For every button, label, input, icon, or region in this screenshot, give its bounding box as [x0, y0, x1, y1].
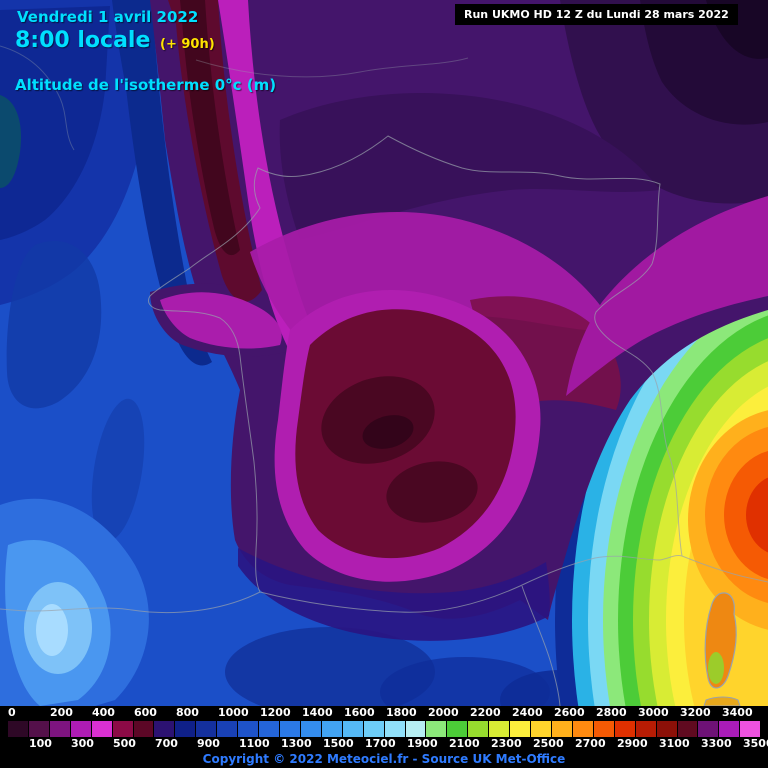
- legend-swatch: [740, 721, 761, 737]
- legend-label: 3400: [722, 706, 753, 719]
- legend-label: 2500: [533, 737, 564, 750]
- legend-swatch: [342, 721, 364, 737]
- forecast-offset: (+ 90h): [160, 37, 215, 52]
- legend-label: 2100: [449, 737, 480, 750]
- legend-label: 2400: [512, 706, 543, 719]
- legend-label: 1900: [407, 737, 438, 750]
- legend-label: 300: [71, 737, 94, 750]
- legend-swatch: [614, 721, 636, 737]
- legend-swatch: [572, 721, 594, 737]
- legend-label: 2300: [491, 737, 522, 750]
- legend-label: 2600: [554, 706, 585, 719]
- legend-label: 2900: [617, 737, 648, 750]
- legend-swatch: [531, 721, 552, 737]
- legend-label: 500: [113, 737, 136, 750]
- legend-label: 2800: [596, 706, 627, 719]
- color-scale-legend: 0 200 400 600 800 1000 1200 1400 1600 1800 2000 220…: [0, 706, 768, 768]
- legend-label: 1400: [302, 706, 333, 719]
- legend-swatch: [468, 721, 490, 737]
- legend-label: 600: [134, 706, 157, 719]
- legend-swatch: [8, 721, 29, 737]
- legend-swatch: [28, 721, 50, 737]
- legend-swatch: [196, 721, 218, 737]
- legend-swatches: [8, 721, 761, 737]
- legend-label: 1700: [365, 737, 396, 750]
- legend-label: 3500: [743, 737, 768, 750]
- legend-label: 400: [92, 706, 115, 719]
- legend-swatch: [635, 721, 657, 737]
- legend-swatch: [112, 721, 134, 737]
- legend-swatch: [405, 721, 427, 737]
- legend-label: 100: [29, 737, 52, 750]
- legend-swatch: [321, 721, 343, 737]
- legend-swatch: [489, 721, 511, 737]
- legend-swatch: [698, 721, 720, 737]
- legend-swatch: [133, 721, 155, 737]
- weather-map: [0, 0, 768, 706]
- model-run-info: Run UKMO HD 12 Z du Lundi 28 mars 2022: [455, 4, 738, 25]
- legend-label: 1000: [218, 706, 249, 719]
- map-parameter-title: Altitude de l'isotherme 0°c (m): [15, 76, 277, 94]
- copyright-text: Copyright © 2022 Meteociel.fr - Source U…: [202, 752, 566, 766]
- legend-label: 2700: [575, 737, 606, 750]
- legend-swatch: [677, 721, 699, 737]
- legend-swatch: [259, 721, 280, 737]
- legend-swatch: [384, 721, 406, 737]
- legend-label: 1500: [323, 737, 354, 750]
- legend-swatch: [593, 721, 615, 737]
- legend-label: 1100: [239, 737, 270, 750]
- map-date: Vendredi 1 avril 2022: [17, 8, 199, 26]
- legend-swatch: [91, 721, 113, 737]
- legend-swatch: [426, 721, 448, 737]
- legend-label: 3100: [659, 737, 690, 750]
- legend-swatch: [217, 721, 239, 737]
- legend-label: 3200: [680, 706, 711, 719]
- legend-label: 200: [50, 706, 73, 719]
- legend-swatch: [154, 721, 176, 737]
- legend-label: 1800: [386, 706, 417, 719]
- legend-swatch: [49, 721, 71, 737]
- legend-label: 1200: [260, 706, 291, 719]
- legend-label: 2000: [428, 706, 459, 719]
- legend-swatch: [719, 721, 741, 737]
- legend-swatch: [175, 721, 197, 737]
- legend-bottom-labels: 100 300 500 700 900 1100 1300 1500 1700 1900 2100 2…: [0, 737, 768, 751]
- legend-label: 3000: [638, 706, 669, 719]
- legend-swatch: [238, 721, 260, 737]
- legend-label: 0: [8, 706, 16, 719]
- legend-label: 1300: [281, 737, 312, 750]
- legend-label: 2200: [470, 706, 501, 719]
- map-time: 8:00 locale: [15, 28, 151, 53]
- legend-label: 1600: [344, 706, 375, 719]
- legend-swatch: [363, 721, 385, 737]
- legend-swatch: [447, 721, 469, 737]
- legend-label: 900: [197, 737, 220, 750]
- legend-swatch: [551, 721, 573, 737]
- legend-swatch: [656, 721, 678, 737]
- legend-top-labels: 0 200 400 600 800 1000 1200 1400 1600 1800 2000 220…: [0, 706, 768, 720]
- legend-label: 3300: [701, 737, 732, 750]
- legend-label: 700: [155, 737, 178, 750]
- legend-label: 800: [176, 706, 199, 719]
- legend-swatch: [300, 721, 322, 737]
- legend-swatch: [70, 721, 92, 737]
- legend-swatch: [279, 721, 301, 737]
- legend-swatch: [510, 721, 532, 737]
